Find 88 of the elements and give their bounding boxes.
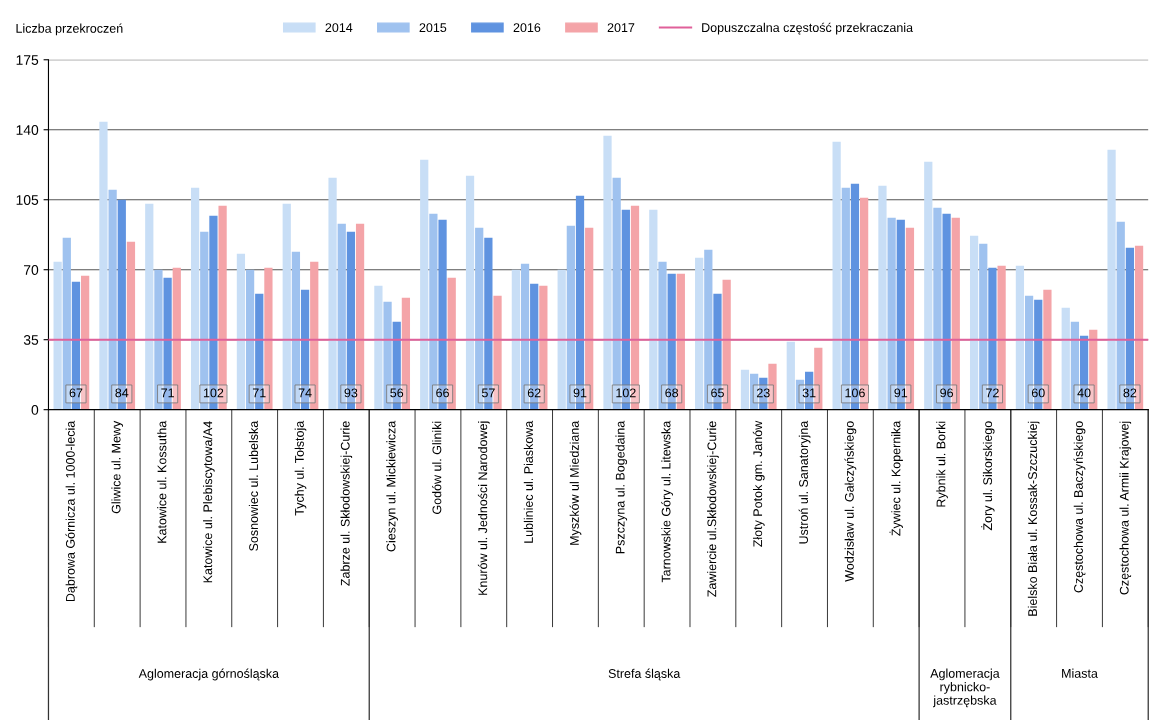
bar	[145, 203, 154, 410]
x-tick-label: Sosnowiec ul. Lubelska	[248, 420, 259, 551]
x-tick-label: Żywiec ul. Kopernika	[889, 420, 903, 536]
bar	[740, 369, 750, 410]
x-tick-label: Rybnik ul. Borki	[936, 421, 948, 507]
legend-label: 2017	[607, 23, 635, 33]
x-tick-label: Tarnowskie Góry ul. Litewska	[661, 420, 673, 583]
x-tick-label: Zawiercie ul.Skłodowskiej-Curie	[707, 421, 719, 597]
x-tick-label: Godów ul. Gliniki	[431, 421, 442, 514]
data-label: 102	[203, 388, 224, 398]
bar	[53, 261, 62, 410]
data-label: 68	[665, 388, 679, 398]
bar	[878, 185, 887, 410]
x-tick-label: Myszków ul Miedziana	[569, 420, 582, 545]
y-tick-label: 175	[16, 55, 39, 65]
bar	[969, 235, 979, 410]
data-label: 106	[845, 388, 865, 398]
legend-label: 2016	[513, 23, 541, 33]
legend-label: 2015	[419, 23, 447, 33]
y-tick-label: 35	[23, 335, 39, 345]
x-tick-label: Zabrze ul. Skłodowskiej-Curie	[340, 421, 353, 586]
bar	[649, 209, 658, 410]
text: Aglomeracja rybnicko-jastrzębska	[930, 668, 1000, 708]
bar	[1061, 307, 1070, 410]
bar	[786, 341, 795, 410]
data-label: 74	[298, 388, 312, 398]
x-tick-label: Lubliniec ul. Piaskowa	[523, 420, 533, 543]
x-tick-label: Katowice ul. Kossutha	[157, 420, 167, 543]
bar	[99, 121, 108, 410]
data-label: 60	[1031, 388, 1045, 398]
x-tick-label: Częstochowa ul. Armii Krajowej	[1119, 421, 1132, 595]
data-label: 66	[436, 388, 449, 398]
bar	[282, 203, 291, 410]
legend-label: Dopuszczalna częstość przekraczania	[702, 22, 914, 35]
x-tick-label: Ustroń ul. Sanatoryjna	[798, 420, 811, 544]
bar	[1107, 149, 1116, 410]
text: Miasta	[1062, 668, 1098, 678]
bar	[236, 253, 246, 410]
bar	[465, 175, 475, 410]
data-label: 62	[527, 388, 541, 398]
data-label: 96	[940, 388, 954, 398]
x-tick-label: Tychy ul. Tołstoja	[294, 420, 307, 516]
y-axis-title: Liczba przekroczeń	[16, 23, 123, 36]
x-tick-label: Pszczyna ul. Bogedaina	[615, 420, 628, 554]
bar	[832, 141, 841, 410]
data-label: 82	[1123, 388, 1137, 398]
data-label: 56	[390, 388, 404, 398]
y-tick-label: 140	[16, 125, 39, 135]
y-tick-label: 70	[24, 265, 39, 275]
x-tick-label: Katowice ul. Plebiscytowa/A4	[203, 421, 215, 583]
x-tick-label: Gliwice ul. Mewy	[111, 420, 124, 514]
x-tick-label: Wodzisław ul. Gałczyńskiego	[844, 421, 857, 582]
data-label: 102	[616, 388, 636, 398]
data-label: 91	[894, 388, 908, 398]
data-label: 71	[252, 388, 266, 398]
x-tick-label: Żory ul. Sikorskiego	[981, 421, 995, 531]
x-tick-label: Knurów ul. Jedności Narodowej	[477, 421, 490, 595]
bar	[511, 269, 520, 410]
data-label: 72	[986, 388, 999, 398]
x-tick-label: Częstochowa ul. Baczyńskiego	[1073, 421, 1086, 593]
data-label: 71	[161, 388, 174, 398]
data-label: 67	[69, 388, 83, 398]
data-label: 93	[344, 388, 358, 398]
y-tick-label: 105	[16, 195, 39, 205]
bar	[374, 285, 383, 410]
data-label: 23	[756, 388, 770, 398]
data-label: 57	[481, 388, 495, 398]
bar	[695, 257, 704, 410]
legend-label: 2014	[325, 23, 353, 33]
x-tick-label: Cieszyn ul. Mickiewicza	[386, 420, 398, 552]
x-tick-label: Bielsko Biała ul. Kossak-Szczuckiej	[1027, 421, 1040, 616]
data-label: 40	[1077, 388, 1091, 398]
data-label: 65	[711, 388, 724, 398]
bar	[1015, 265, 1025, 410]
x-tick-label: Dąbrowa Górnicza ul. 1000-lecia	[65, 420, 78, 602]
data-label: 31	[802, 388, 816, 398]
text: Strefa śląska	[608, 668, 681, 681]
text: Aglomeracja górnośląska	[138, 668, 280, 681]
bar	[924, 161, 933, 410]
data-label: 91	[573, 388, 587, 398]
data-label: 84	[115, 388, 129, 398]
bar	[557, 269, 566, 410]
bar	[328, 177, 337, 410]
x-tick-label: Złoty Potok gm. Janów	[752, 420, 765, 547]
bar	[190, 187, 200, 410]
bar	[420, 159, 429, 410]
bar	[603, 135, 612, 410]
y-tick-label: 0	[31, 405, 39, 415]
